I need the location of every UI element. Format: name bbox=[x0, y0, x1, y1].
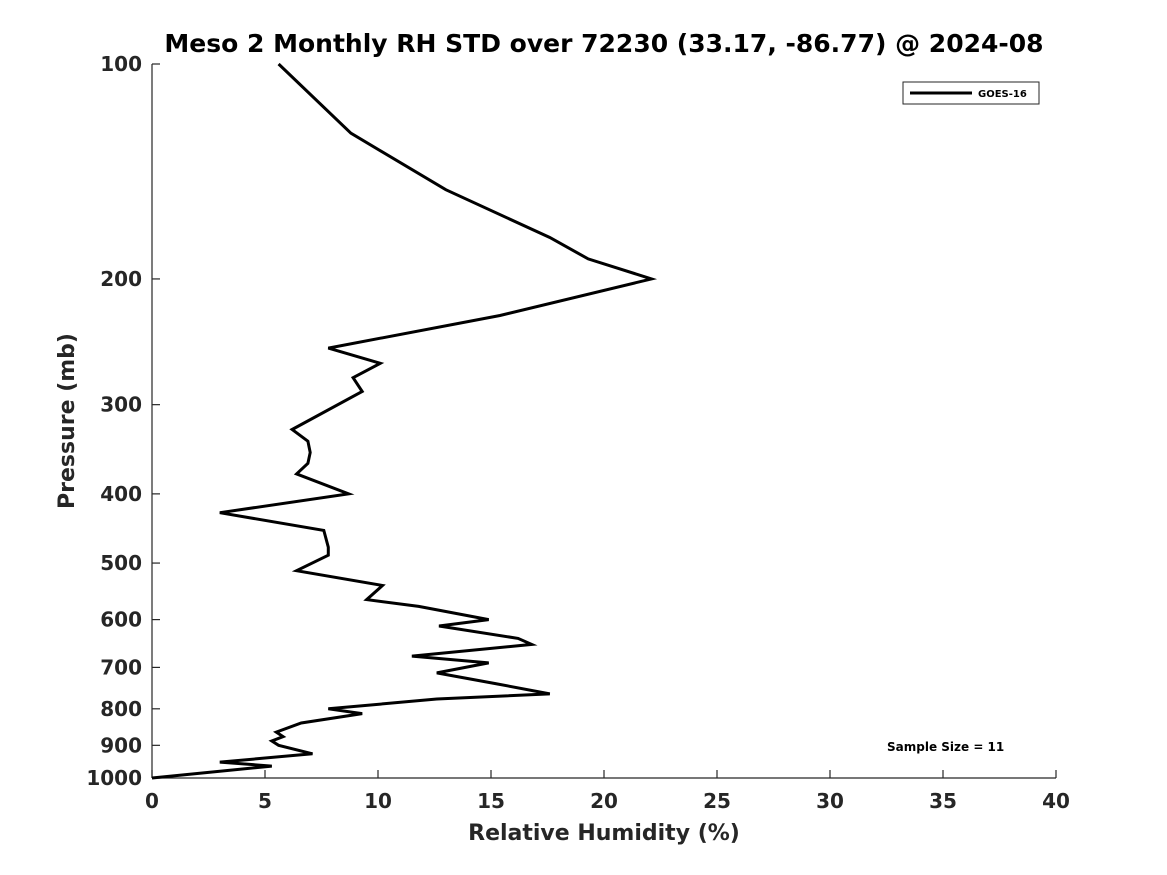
y-tick-label-400: 400 bbox=[100, 482, 142, 506]
y-axis-label: Pressure (mb) bbox=[55, 333, 80, 509]
y-tick-label-700: 700 bbox=[100, 655, 142, 679]
x-tick-label-30: 30 bbox=[816, 789, 844, 813]
series-line-goes-16 bbox=[151, 62, 658, 780]
y-axis-ticks: 100 200 300 400 500 600 700 800 900 1000 bbox=[86, 52, 160, 790]
y-tick-label-300: 300 bbox=[100, 393, 142, 417]
y-tick-label-100: 100 bbox=[100, 52, 142, 76]
x-tick-label-35: 35 bbox=[929, 789, 957, 813]
legend-label-goes-16: GOES-16 bbox=[978, 89, 1027, 100]
y-tick-label-1000: 1000 bbox=[86, 766, 142, 790]
x-tick-label-5: 5 bbox=[258, 789, 272, 813]
x-tick-label-10: 10 bbox=[364, 789, 392, 813]
y-tick-label-600: 600 bbox=[100, 608, 142, 632]
y-tick-label-500: 500 bbox=[100, 551, 142, 575]
legend: GOES-16 bbox=[902, 81, 1040, 105]
sample-size-annotation: Sample Size = 11 bbox=[887, 740, 1004, 754]
x-tick-label-20: 20 bbox=[590, 789, 618, 813]
x-tick-label-15: 15 bbox=[477, 789, 505, 813]
series-group bbox=[151, 62, 658, 780]
chart-title: Meso 2 Monthly RH STD over 72230 (33.17,… bbox=[164, 29, 1043, 58]
y-tick-label-900: 900 bbox=[100, 733, 142, 757]
x-tick-label-0: 0 bbox=[145, 789, 159, 813]
y-tick-label-200: 200 bbox=[100, 267, 142, 291]
y-tick-label-800: 800 bbox=[100, 697, 142, 721]
x-axis-ticks: 0 5 10 15 20 25 30 35 40 bbox=[145, 770, 1070, 813]
x-axis-label: Relative Humidity (%) bbox=[468, 821, 740, 846]
x-tick-label-40: 40 bbox=[1042, 789, 1070, 813]
x-tick-label-25: 25 bbox=[703, 789, 731, 813]
